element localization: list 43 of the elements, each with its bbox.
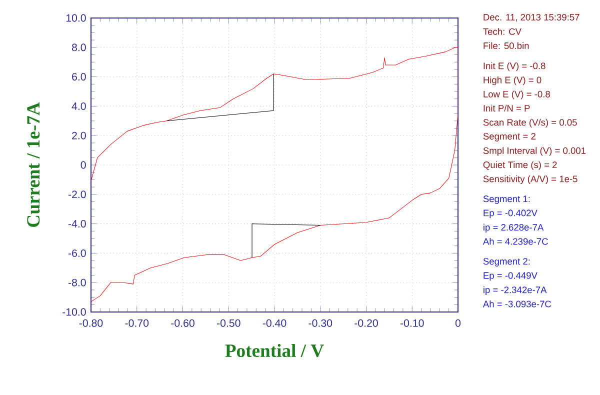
text: Init E (V) = -0.8 bbox=[484, 62, 546, 71]
text: ip = 2.628e-7A bbox=[484, 224, 544, 232]
text: High E (V) = 0 bbox=[484, 76, 542, 86]
y-tick-label: 2.0 bbox=[72, 132, 86, 140]
x-tick-label: -0.40 bbox=[262, 319, 286, 327]
text: Low E (V) = -0.8 bbox=[484, 90, 550, 100]
text: Init P/N = P bbox=[484, 104, 530, 112]
y-tick-label: -10.0 bbox=[62, 308, 86, 316]
text: Ep = -0.402V bbox=[484, 210, 538, 218]
x-tick-label: -0.80 bbox=[79, 319, 103, 327]
x-tick-label: -0.50 bbox=[216, 319, 240, 327]
y-tick-label: -4.0 bbox=[68, 220, 86, 228]
text: Segment 2: bbox=[483, 258, 530, 266]
y-tick-label: 6.0 bbox=[72, 73, 86, 81]
y-tick-label: 0 bbox=[80, 161, 86, 169]
text: Scan Rate (V/s) = 0.05 bbox=[483, 118, 577, 128]
y-tick-label: 10.0 bbox=[66, 14, 86, 22]
y-tick-label: -6.0 bbox=[68, 249, 86, 257]
text: Segment = 2 bbox=[483, 133, 536, 142]
y-tick-label: -2.0 bbox=[68, 190, 86, 198]
line-series bbox=[91, 47, 458, 302]
text: Dec. 11, 2013 15:39:57 bbox=[484, 14, 580, 22]
x-tick-label: -0.70 bbox=[125, 319, 149, 327]
x-tick-label: -0.10 bbox=[400, 319, 424, 327]
text: Ep = -0.449V bbox=[484, 272, 538, 281]
y-tick-label: 4.0 bbox=[72, 102, 86, 110]
x-axis-title: Potential / V bbox=[225, 344, 324, 358]
text: Ah = 4.239e-7C bbox=[482, 238, 548, 245]
text: File: 50.bin bbox=[484, 42, 529, 50]
x-tick-label: -0.20 bbox=[354, 319, 378, 327]
x-tick-label: -0.30 bbox=[308, 319, 332, 327]
text: Ah = -3.093e-7C bbox=[482, 300, 552, 308]
y-tick-label: -8.0 bbox=[68, 278, 86, 286]
text: ip = -2.342e-7A bbox=[484, 286, 547, 296]
text: Sensitivity (A/V) = 1e-5 bbox=[483, 175, 578, 184]
y-axis-title: Current / 1e-7A bbox=[27, 102, 40, 227]
y-tick-label: 8.0 bbox=[72, 44, 86, 52]
text: Smpl Interval (V) = 0.001 bbox=[483, 147, 586, 156]
x-tick-label: -0.60 bbox=[171, 319, 194, 327]
text: Tech: CV bbox=[483, 28, 522, 35]
text: Quiet Time (s) = 2 bbox=[483, 161, 557, 170]
text: Segment 1: bbox=[483, 196, 530, 204]
x-tick-label: 0 bbox=[455, 319, 461, 327]
